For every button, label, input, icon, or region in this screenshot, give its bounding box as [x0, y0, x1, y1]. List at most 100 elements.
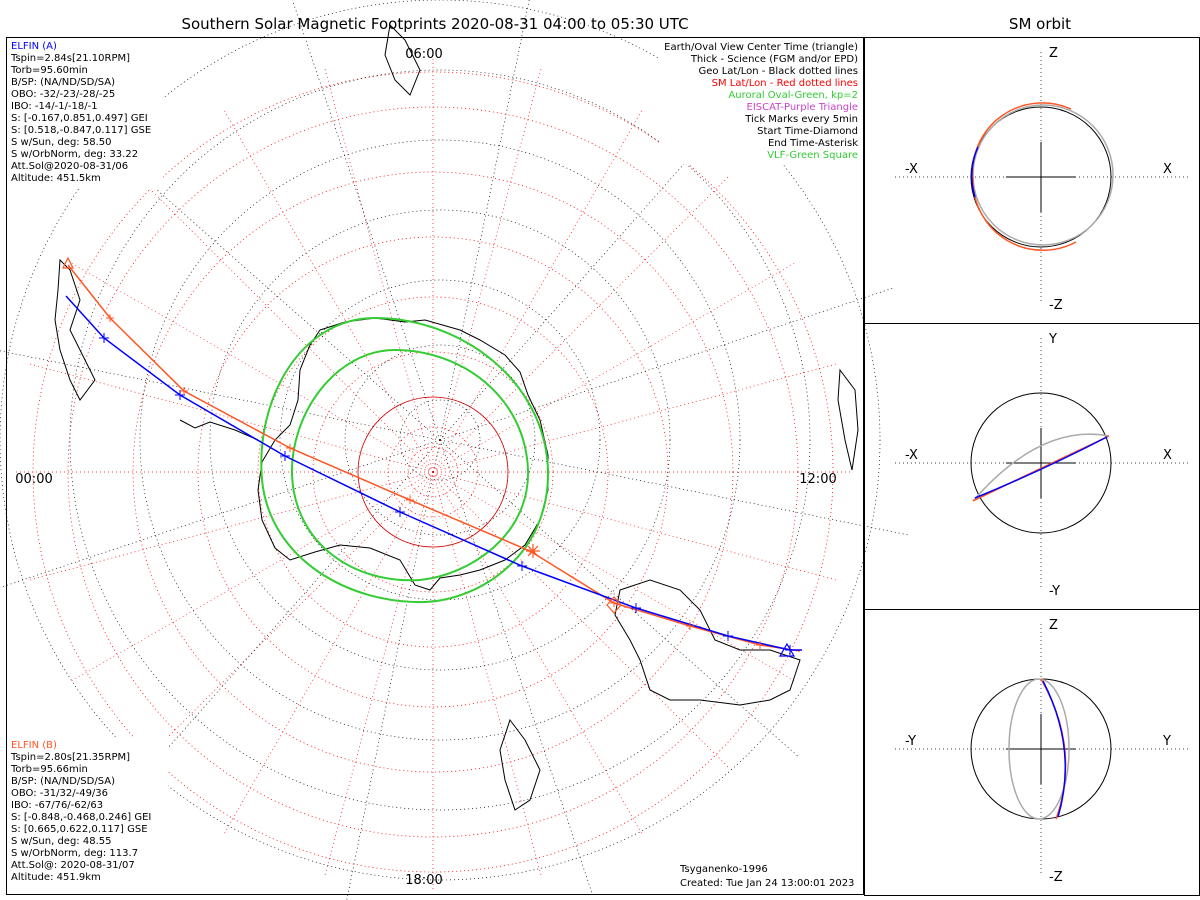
legend-entry: End Time-Asterisk	[768, 138, 858, 149]
coast-south-america	[55, 260, 95, 400]
geo-lon-line	[440, 440, 910, 535]
geo-lon-line	[440, 287, 895, 440]
legend-entry: EISCAT-Purple Triangle	[747, 102, 859, 113]
mlt-label-left: 00:00	[15, 472, 52, 487]
orbit-frame-xy	[865, 324, 1200, 610]
orbit-label-down: -Z	[1049, 870, 1063, 885]
info-line: S: [-0.167,0.851,0.497] GEI	[11, 113, 148, 124]
info-line: IBO: -14/-1/-18/-1	[11, 101, 98, 112]
orbit-label-left: -X	[905, 448, 918, 463]
orbit-panel-yz: Z -Z -Y Y	[895, 618, 1190, 885]
elfin-a-tick	[280, 451, 290, 461]
orbit-label-down: -Y	[1049, 584, 1060, 599]
mlt-label-top: 06:00	[405, 47, 442, 62]
orbit-gray	[973, 105, 1113, 245]
info-line: Att.Sol@: 2020-08-31/07	[11, 860, 135, 871]
elfin-a-tick	[517, 561, 527, 571]
sm-lon-line	[324, 66, 433, 472]
sm-lon-line	[27, 472, 433, 581]
elfin-a-tick	[723, 631, 733, 641]
sm-lon-line	[433, 262, 797, 472]
probe-b-name: ELFIN (B)	[11, 740, 57, 751]
sm-lon-line	[27, 363, 433, 472]
sm-lon-line	[136, 472, 433, 769]
info-line: Altitude: 451.5km	[11, 173, 101, 184]
info-line: Att.Sol@2020-08-31/06	[11, 161, 128, 172]
oval-inner	[292, 350, 528, 580]
legend-entry: Tick Marks every 5min	[744, 114, 858, 125]
orbit-panel-xy: Y -Y -X X	[895, 332, 1190, 599]
info-line: Tspin=2.80s[21.35RPM]	[10, 752, 130, 763]
orbit-frame-xz	[865, 38, 1200, 324]
info-line: S w/Sun, deg: 58.50	[11, 137, 111, 148]
legend-entry: Auroral Oval-Green, kp=2	[728, 90, 858, 101]
geo-lon-line	[0, 440, 440, 593]
geo-lon-line	[122, 440, 440, 800]
model-label: Tsyganenko-1996	[679, 864, 768, 875]
probe-b-info: ELFIN (B) Tspin=2.80s[21.35RPM]Torb=95.6…	[8, 737, 168, 892]
sm-lon-line	[433, 175, 730, 472]
orbit-label-up: Z	[1049, 618, 1058, 633]
mlt-label-right: 12:00	[799, 472, 836, 487]
orbit-label-up: Z	[1049, 46, 1058, 61]
coast-peninsula	[180, 420, 258, 440]
probe-a-info: ELFIN (A) Tspin=2.84s[21.10RPM]Torb=95.6…	[8, 39, 163, 189]
sm-lon-line	[223, 108, 433, 472]
coast-africa	[838, 370, 858, 470]
orbit-label-left: -Y	[905, 734, 916, 749]
elfin-b-end-asterisk	[526, 544, 540, 558]
orbit-label-right: X	[1163, 162, 1172, 177]
info-line: Tspin=2.84s[21.10RPM]	[10, 53, 130, 64]
footprint-tracks	[63, 258, 802, 656]
coast-antarctica	[258, 318, 548, 590]
sm-lon-line	[433, 472, 730, 769]
geo-lon-line	[440, 440, 593, 895]
legend-entry: Earth/Oval View Center Time (triangle)	[664, 42, 858, 53]
info-line: OBO: -31/32/-49/36	[11, 788, 108, 799]
geo-lon-line	[440, 440, 800, 758]
info-line: IBO: -67/76/-62/63	[11, 800, 103, 811]
mlt-label-bottom: 18:00	[405, 873, 442, 888]
legend: Earth/Oval View Center Time (triangle)Th…	[660, 39, 862, 164]
sm-lon-line	[136, 175, 433, 472]
info-line: S w/OrbNorm, deg: 113.7	[11, 848, 138, 859]
elfin-b-tick	[406, 496, 414, 504]
info-line: S: [0.518,-0.847,0.117] GSE	[11, 125, 151, 136]
sm-lon-line	[69, 262, 433, 472]
orbit-frame-yz	[865, 610, 1200, 896]
orbit-label-right: Y	[1162, 734, 1171, 749]
sm-lon-line	[433, 363, 839, 472]
info-line: Torb=95.60min	[10, 65, 88, 76]
info-line: Torb=95.66min	[10, 764, 88, 775]
info-line: B/SP: (NA/ND/SD/SA)	[11, 77, 115, 88]
elfin-a-tick	[395, 507, 405, 517]
info-line: OBO: -32/-23/-28/-25	[11, 89, 115, 100]
coast-newzealand	[500, 720, 540, 810]
orbit-label-down: -Z	[1049, 298, 1063, 313]
sm-lon-line	[433, 108, 643, 472]
orbit-panels: Z -Z -X X Y -Y -X X Z -Z -Y Y	[895, 46, 1190, 885]
orbit-title: SM orbit	[1009, 15, 1071, 33]
legend-entry: VLF-Green Square	[767, 150, 858, 161]
info-line: S: [-0.848,-0.468,0.246] GEI	[11, 812, 151, 823]
geo-lon-line	[287, 0, 440, 440]
orbit-label-up: Y	[1048, 332, 1057, 347]
legend-entry: Start Time-Diamond	[757, 126, 858, 137]
legend-entry: Geo Lat/Lon - Black dotted lines	[699, 66, 858, 77]
legend-entry: SM Lat/Lon - Red dotted lines	[712, 78, 858, 89]
elfin-b-center-triangle	[63, 258, 73, 268]
info-line: Altitude: 451.9km	[11, 872, 101, 883]
sm-lon-line	[433, 66, 542, 472]
coast-australia	[615, 580, 800, 705]
orbit-label-right: X	[1163, 448, 1172, 463]
probe-a-name: ELFIN (A)	[11, 41, 57, 52]
sm-lon-line	[324, 472, 433, 878]
created-label: Created: Tue Jan 24 13:00:01 2023	[680, 878, 854, 889]
info-line: B/SP: (NA/ND/SD/SA)	[11, 776, 115, 787]
orbit-label-left: -X	[905, 162, 918, 177]
figure-title: Southern Solar Magnetic Footprints 2020-…	[181, 15, 688, 33]
info-line: S w/Sun, deg: 48.55	[11, 836, 111, 847]
elfin-a-track	[66, 296, 802, 650]
info-line: S w/OrbNorm, deg: 33.22	[11, 149, 138, 160]
